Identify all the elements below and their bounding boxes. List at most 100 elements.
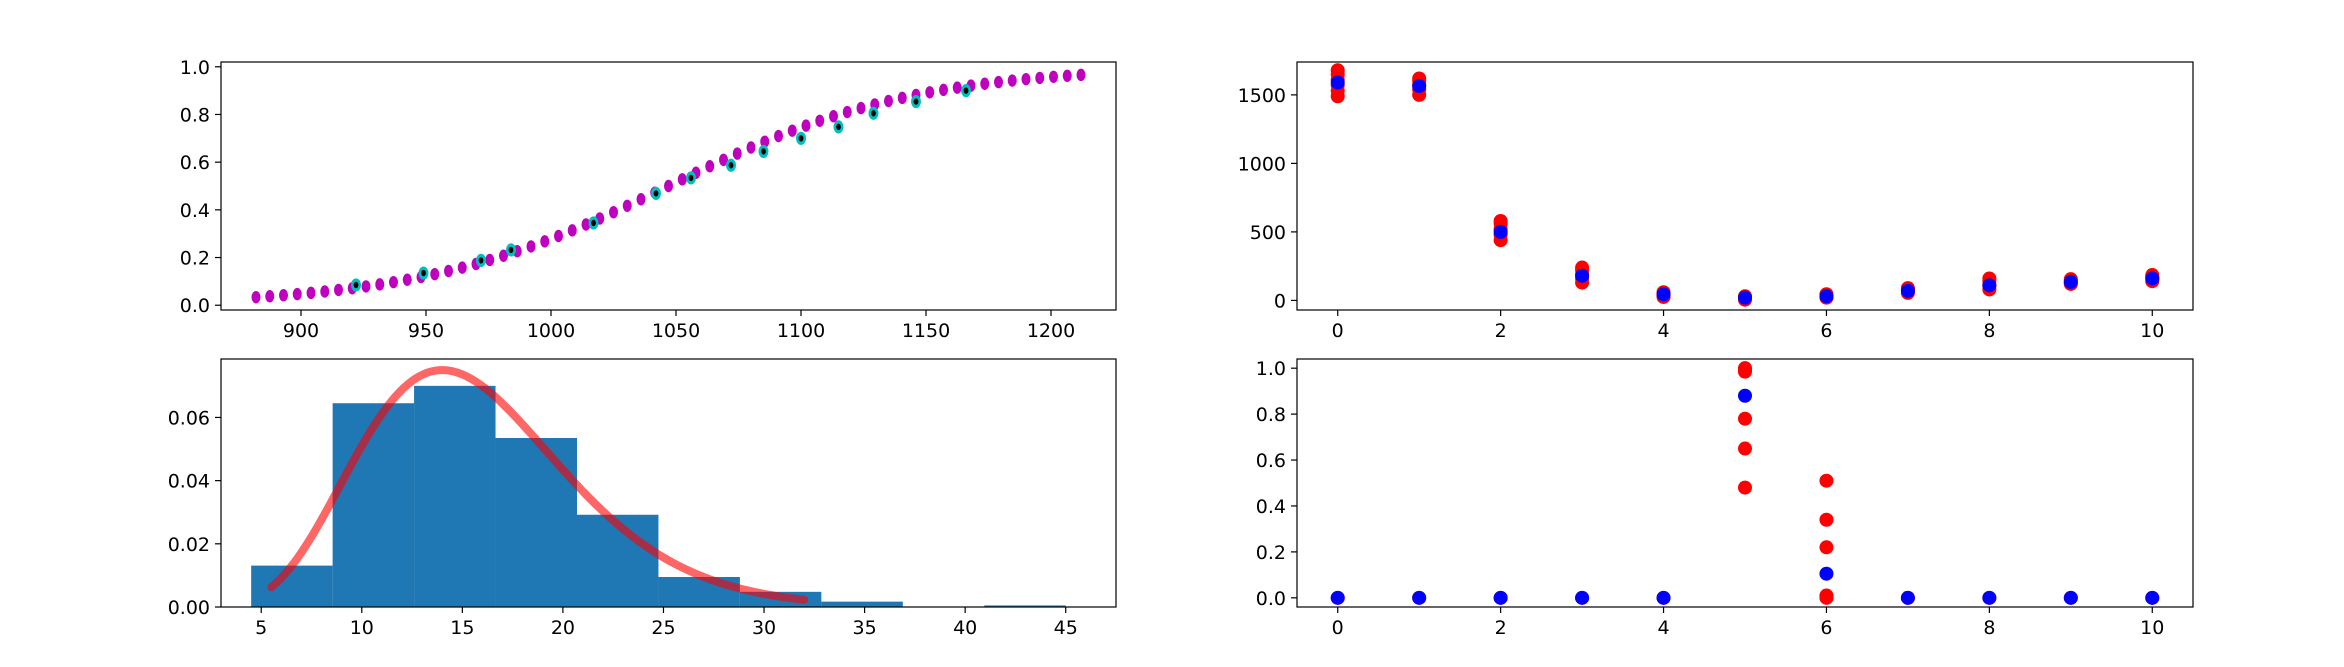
magenta-point — [389, 275, 398, 289]
magenta-point — [609, 205, 618, 219]
x-tick-label: 20 — [551, 617, 575, 639]
magenta-point — [402, 273, 412, 286]
magenta-point — [705, 160, 715, 173]
magenta-point — [719, 153, 728, 167]
y-tick-label: 0.0 — [1256, 588, 1286, 610]
magenta-point — [829, 110, 838, 123]
histogram-bar — [576, 514, 659, 607]
blue-point — [1330, 590, 1345, 605]
blue-point — [2063, 590, 2078, 605]
magenta-point — [925, 86, 935, 99]
blue-point — [1819, 289, 1834, 304]
blue-point — [1656, 590, 1671, 605]
magenta-point — [980, 77, 990, 90]
magenta-point — [897, 91, 907, 105]
magenta-point — [636, 193, 646, 206]
x-tick-label: 5 — [255, 617, 267, 639]
blue-point — [1412, 78, 1427, 93]
red-point — [1819, 540, 1834, 555]
black-point — [478, 257, 484, 264]
magenta-point — [485, 253, 495, 267]
histogram-bars — [251, 385, 1066, 607]
histogram-bar — [414, 385, 496, 607]
blue-point — [1982, 278, 1997, 293]
magenta-point — [952, 81, 962, 94]
blue-point — [2145, 590, 2160, 605]
blue-point — [1493, 224, 1508, 239]
histogram-bar — [984, 605, 1066, 607]
magenta-point — [787, 124, 797, 137]
red-point — [1738, 480, 1752, 495]
magenta-point — [746, 141, 756, 154]
red-point — [1738, 441, 1752, 456]
blue-point — [1412, 590, 1427, 605]
x-tick-label: 900 — [283, 320, 319, 342]
x-tick-label: 2 — [1495, 320, 1507, 342]
magenta-point — [375, 278, 385, 291]
histogram-bar — [821, 601, 903, 607]
y-tick-label: 0.6 — [1256, 450, 1286, 472]
black-point — [728, 162, 734, 169]
y-tick-label: 0.2 — [1256, 542, 1286, 564]
histogram-bar — [332, 403, 415, 607]
blue-point — [1738, 290, 1752, 305]
histogram-bar — [495, 437, 577, 607]
blue-point — [1493, 590, 1508, 605]
magenta-point — [856, 101, 866, 115]
black-point — [508, 246, 514, 254]
blue-point — [1982, 590, 1997, 605]
axes-frame — [1296, 61, 2194, 311]
y-tick-label: 0.4 — [1256, 496, 1286, 518]
y-tick-label: 0.4 — [180, 200, 210, 222]
blue-point — [1575, 590, 1590, 605]
magenta-point — [732, 147, 742, 160]
magenta-point — [554, 229, 563, 243]
x-tick-label: 45 — [1054, 617, 1078, 639]
y-tick-label: 1.0 — [180, 57, 210, 79]
axes-frame — [220, 61, 1117, 311]
histogram-chart: 5 10 15 20 25 30 35 40 45 0.00 0.02 0.04 0.06 — [168, 358, 1117, 639]
magenta-point — [361, 280, 371, 293]
magenta-point — [567, 224, 577, 237]
y-tick-label: 0.6 — [180, 152, 210, 174]
magenta-point — [265, 290, 275, 303]
x-tick-label: 1100 — [777, 320, 825, 342]
magenta-point — [774, 129, 783, 143]
black-point — [963, 87, 969, 94]
red-point — [1819, 588, 1834, 603]
blue-point — [2063, 274, 2078, 289]
x-tick-label: 35 — [853, 617, 877, 639]
magenta-point — [1049, 70, 1058, 83]
magenta-point — [306, 286, 316, 300]
red-point — [1738, 411, 1752, 426]
magenta-point — [526, 240, 536, 253]
x-tick-label: 10 — [350, 617, 374, 639]
x-tick-label: 2 — [1495, 617, 1507, 639]
magenta-point — [842, 105, 852, 119]
black-point — [353, 281, 359, 289]
magenta-point — [801, 119, 811, 132]
blue-point — [1738, 388, 1752, 403]
axes-frame — [220, 358, 1117, 608]
blue-point — [1900, 283, 1915, 298]
magenta-point — [1076, 68, 1086, 82]
x-tick-label: 1150 — [902, 320, 950, 342]
y-tick-label: 0 — [1274, 290, 1286, 312]
x-tick-label: 40 — [953, 617, 977, 639]
x-tick-label: 8 — [1983, 617, 1995, 639]
magenta-point — [1021, 72, 1031, 86]
x-tick-label: 6 — [1820, 320, 1832, 342]
x-tick-label: 15 — [450, 617, 474, 639]
sweep-scatter-chart-bottom: 0 2 4 6 8 10 0.0 0.2 0.4 0.6 0.8 1.0 — [1256, 358, 2194, 639]
cdf-scatter-chart: 900 950 1000 1050 1100 1150 1200 0.0 0.2 0.4 0.6 0.… — [180, 57, 1117, 342]
y-tick-label: 0.2 — [180, 248, 210, 270]
y-tick-label: 0.06 — [168, 407, 210, 429]
histogram-bar — [251, 565, 333, 607]
magenta-point — [884, 94, 893, 108]
y-tick-label: 0.8 — [180, 104, 210, 126]
magenta-point — [444, 264, 453, 278]
x-tick-label: 950 — [408, 320, 444, 342]
black-point — [798, 135, 804, 142]
black-point — [591, 219, 596, 227]
